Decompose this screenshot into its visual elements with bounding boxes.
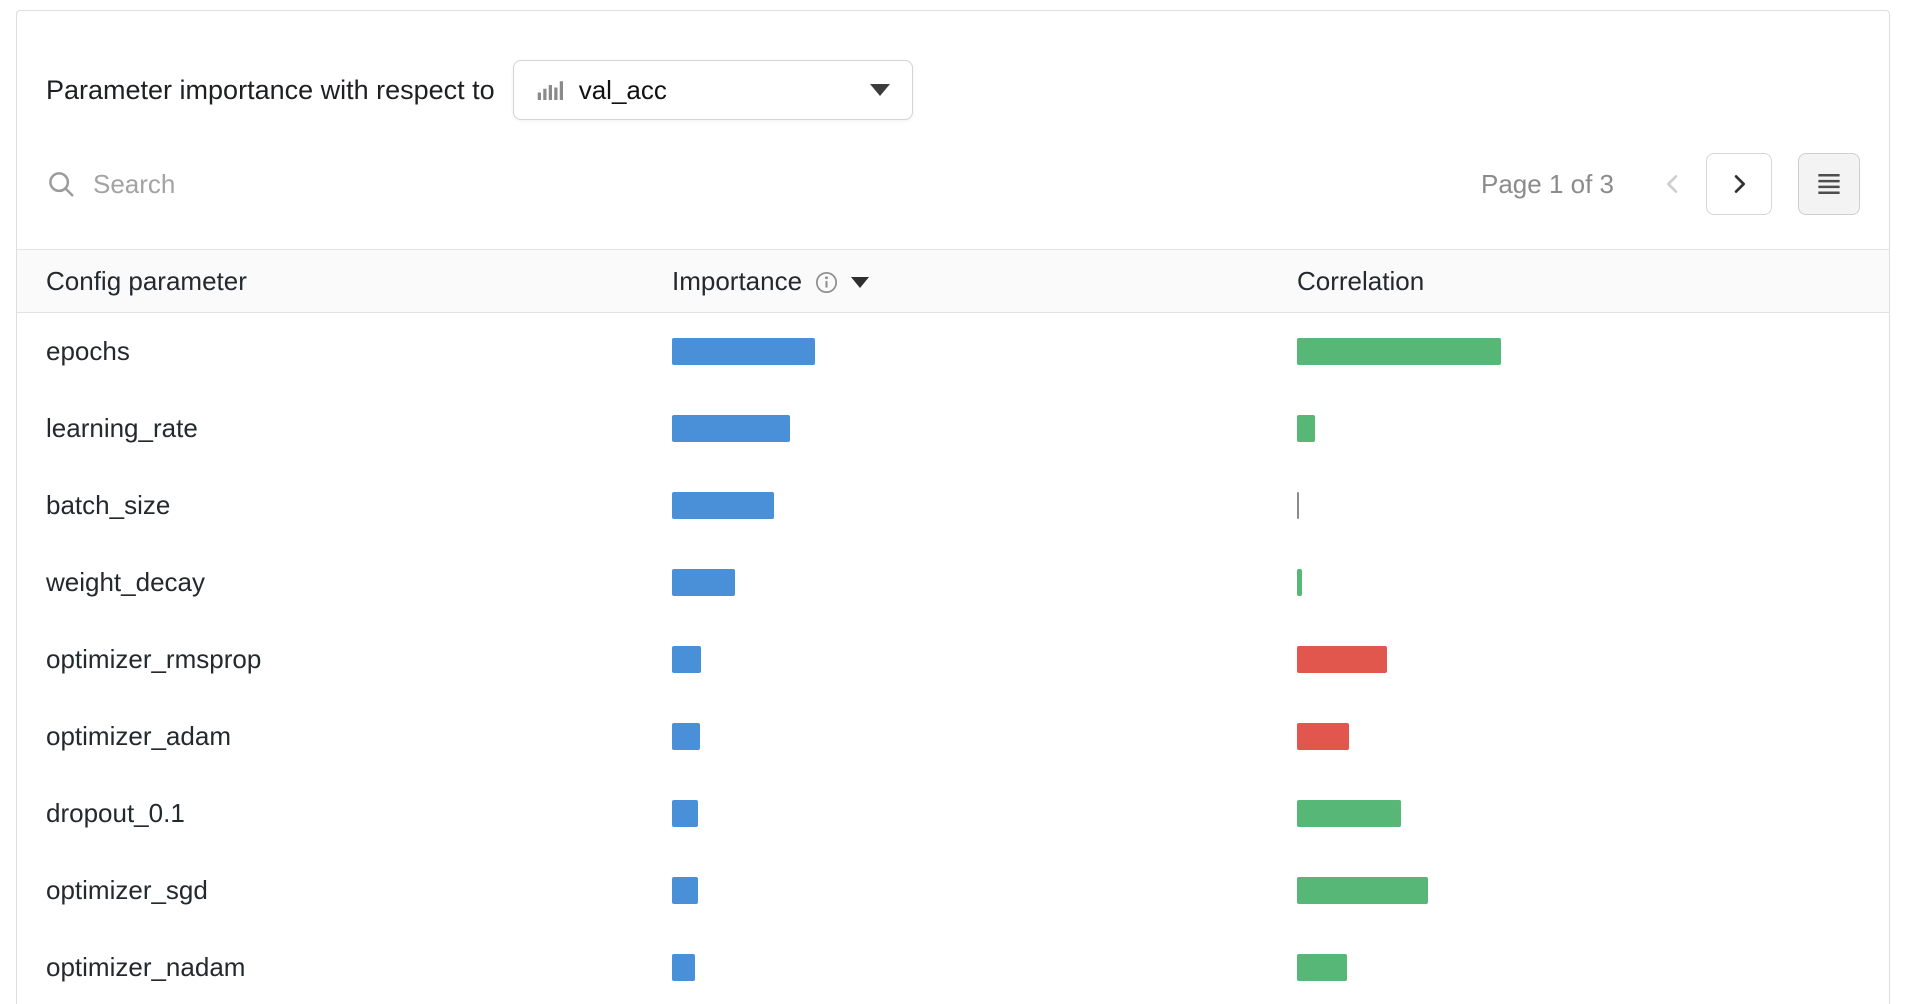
pagination-label: Page 1 of 3 — [1481, 168, 1614, 199]
importance-cell — [672, 646, 1297, 673]
importance-cell — [672, 800, 1297, 827]
correlation-bar — [1297, 338, 1501, 365]
importance-bar — [672, 723, 700, 750]
table-row: optimizer_adam — [17, 698, 1889, 775]
correlation-cell — [1297, 492, 1889, 519]
correlation-bar — [1297, 646, 1387, 673]
correlation-cell — [1297, 723, 1889, 750]
sort-descending-icon[interactable] — [851, 277, 870, 288]
parameter-name: optimizer_sgd — [46, 875, 208, 905]
column-header-correlation: Correlation — [1297, 265, 1425, 296]
panel-title: Parameter importance with respect to — [46, 74, 495, 105]
parameter-name: dropout_0.1 — [46, 798, 185, 828]
table-row: weight_decay — [17, 544, 1889, 621]
table-row: learning_rate — [17, 390, 1889, 467]
correlation-bar — [1297, 415, 1315, 442]
column-header-config-parameter: Config parameter — [46, 265, 247, 296]
table-row: batch_size — [17, 467, 1889, 544]
importance-bar — [672, 569, 735, 596]
correlation-bar — [1297, 723, 1349, 750]
table-row: epochs — [17, 313, 1889, 390]
importance-bar — [672, 646, 701, 673]
correlation-cell — [1297, 800, 1889, 827]
search-input[interactable] — [93, 168, 653, 200]
correlation-cell — [1297, 569, 1889, 596]
importance-bar — [672, 492, 774, 519]
table-row: optimizer_rmsprop — [17, 621, 1889, 698]
table-body: epochs learning_rate batch_size weight_d… — [17, 313, 1889, 1004]
panel-header: Parameter importance with respect to val… — [17, 11, 1889, 249]
parameter-name: optimizer_rmsprop — [46, 644, 262, 674]
correlation-cell — [1297, 338, 1889, 365]
table-row: optimizer_sgd — [17, 852, 1889, 929]
parameter-importance-panel: Parameter importance with respect to val… — [16, 10, 1890, 1004]
parameter-name: batch_size — [46, 490, 171, 520]
chevron-right-icon — [1725, 170, 1753, 198]
metric-selector-dropdown[interactable]: val_acc — [512, 60, 913, 120]
title-row: Parameter importance with respect to val… — [46, 59, 1860, 121]
correlation-cell — [1297, 646, 1889, 673]
pagination-controls — [1640, 153, 1772, 215]
parameter-name: epochs — [46, 336, 130, 366]
prev-page-button[interactable] — [1640, 153, 1706, 215]
importance-bar — [672, 800, 698, 827]
importance-cell — [672, 492, 1297, 519]
next-page-button[interactable] — [1706, 153, 1772, 215]
table-row: optimizer_nadam — [17, 929, 1889, 1004]
importance-bar — [672, 415, 790, 442]
parameter-name: optimizer_nadam — [46, 952, 246, 982]
importance-column-label: Importance — [672, 265, 803, 296]
search-row: Page 1 of 3 — [46, 153, 1860, 215]
correlation-bar — [1297, 877, 1428, 904]
metric-selector-value: val_acc — [578, 74, 667, 105]
correlation-bar — [1297, 569, 1302, 596]
importance-bar — [672, 954, 695, 981]
importance-cell — [672, 338, 1297, 365]
search-box[interactable] — [46, 168, 653, 200]
parameter-name: optimizer_adam — [46, 721, 231, 751]
importance-bar — [672, 338, 815, 365]
chevron-left-icon — [1659, 170, 1687, 198]
correlation-bar — [1297, 800, 1401, 827]
expand-table-button[interactable] — [1798, 153, 1860, 215]
parameter-name: learning_rate — [46, 413, 198, 443]
parameter-name: weight_decay — [46, 567, 205, 597]
search-icon — [46, 169, 76, 199]
correlation-cell — [1297, 877, 1889, 904]
correlation-cell — [1297, 954, 1889, 981]
importance-cell — [672, 569, 1297, 596]
importance-cell — [672, 415, 1297, 442]
importance-cell — [672, 954, 1297, 981]
correlation-bar — [1297, 492, 1299, 519]
table-row: dropout_0.1 — [17, 775, 1889, 852]
toolbar-right: Page 1 of 3 — [1481, 153, 1860, 215]
correlation-bar — [1297, 954, 1347, 981]
importance-cell — [672, 723, 1297, 750]
histogram-icon — [534, 75, 564, 105]
column-header-importance[interactable]: Importance — [672, 266, 1297, 297]
table-header: Config parameter Importance Correlation — [17, 249, 1889, 313]
chevron-down-icon — [869, 84, 890, 96]
info-icon[interactable] — [815, 271, 838, 294]
importance-cell — [672, 877, 1297, 904]
hamburger-icon — [1814, 169, 1844, 199]
correlation-cell — [1297, 415, 1889, 442]
importance-bar — [672, 877, 698, 904]
